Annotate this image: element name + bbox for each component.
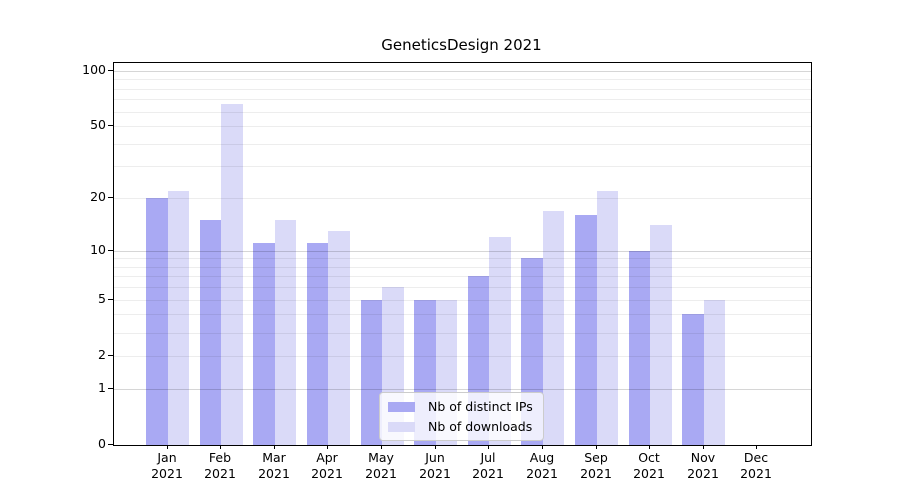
- x-tick-label-nov: Nov 2021: [687, 450, 719, 481]
- x-tick-mark: [220, 445, 221, 449]
- x-tick-mark: [488, 445, 489, 449]
- gridline-y10: [114, 251, 811, 252]
- y-tick-label: 10: [90, 242, 106, 257]
- gridline-y5: [114, 300, 811, 301]
- x-tick-mark: [274, 445, 275, 449]
- gridline-y60: [114, 112, 811, 113]
- bar-ips-sep: [575, 215, 597, 445]
- gridline-y20: [114, 198, 811, 199]
- gridline-y90: [114, 79, 811, 80]
- y-tick-label: 1: [98, 380, 106, 395]
- legend: Nb of distinct IPs Nb of downloads: [379, 392, 544, 441]
- x-tick-label-jan: Jan 2021: [151, 450, 183, 481]
- bar-downloads-sep: [596, 190, 618, 445]
- legend-label-downloads: Nb of downloads: [428, 419, 533, 434]
- chart-title: GeneticsDesign 2021: [381, 36, 542, 54]
- y-tick-label: 2: [98, 347, 106, 362]
- x-tick-mark: [435, 445, 436, 449]
- bar-ips-may: [360, 299, 383, 445]
- y-tick-mark: [108, 299, 113, 300]
- gridline-y100: [114, 71, 811, 72]
- gridline-y50: [114, 126, 811, 127]
- y-tick-mark: [108, 444, 113, 445]
- gridline-y1: [114, 389, 811, 390]
- bar-ips-apr: [307, 243, 329, 445]
- y-tick-label: 50: [90, 117, 106, 132]
- x-tick-mark: [327, 445, 328, 449]
- x-tick-label-feb: Feb 2021: [204, 450, 236, 481]
- y-tick-mark: [108, 70, 113, 71]
- y-tick-mark: [108, 250, 113, 251]
- x-tick-label-jul: Jul 2021: [472, 450, 504, 481]
- x-tick-label-jun: Jun 2021: [419, 450, 451, 481]
- y-tick-label: 20: [90, 189, 106, 204]
- x-tick-label-mar: Mar 2021: [258, 450, 290, 481]
- gridline-y7: [114, 276, 811, 277]
- x-tick-mark: [381, 445, 382, 449]
- bar-downloads-apr: [328, 230, 350, 445]
- gridline-y40: [114, 144, 811, 145]
- gridline-y80: [114, 89, 811, 90]
- legend-item-distinct-ips: Nb of distinct IPs: [388, 399, 533, 414]
- legend-swatch-distinct-ips-icon: [388, 401, 415, 412]
- y-tick-mark: [108, 197, 113, 198]
- x-tick-mark: [542, 445, 543, 449]
- y-tick-label: 5: [98, 291, 106, 306]
- bar-downloads-mar: [274, 220, 297, 445]
- bar-ips-nov: [682, 314, 704, 445]
- x-tick-mark: [649, 445, 650, 449]
- gridline-y8: [114, 267, 811, 268]
- gridline-y2: [114, 356, 811, 357]
- x-tick-mark: [167, 445, 168, 449]
- x-tick-label-may: May 2021: [365, 450, 397, 481]
- bar-ips-oct: [628, 250, 651, 445]
- bar-ips-feb: [199, 220, 222, 445]
- x-tick-mark: [756, 445, 757, 449]
- y-tick-label: 100: [82, 62, 106, 77]
- bar-downloads-nov: [703, 299, 726, 445]
- gridline-y70: [114, 99, 811, 100]
- y-tick-mark: [108, 125, 113, 126]
- x-tick-label-sep: Sep 2021: [580, 450, 612, 481]
- bar-downloads-aug: [542, 210, 565, 445]
- gridline-y4: [114, 314, 811, 315]
- y-tick-mark: [108, 388, 113, 389]
- x-tick-label-aug: Aug 2021: [526, 450, 558, 481]
- x-tick-mark: [703, 445, 704, 449]
- gridline-y6: [114, 287, 811, 288]
- gridline-y9: [114, 258, 811, 259]
- x-tick-mark: [596, 445, 597, 449]
- x-tick-label-apr: Apr 2021: [311, 450, 343, 481]
- x-tick-label-dec: Dec 2021: [740, 450, 772, 481]
- bar-ips-mar: [253, 243, 275, 445]
- y-tick-label: 0: [98, 436, 106, 451]
- gridline-y30: [114, 166, 811, 167]
- legend-item-downloads: Nb of downloads: [388, 419, 533, 434]
- x-tick-label-oct: Oct 2021: [633, 450, 665, 481]
- bar-downloads-feb: [221, 103, 243, 445]
- gridline-y3: [114, 333, 811, 334]
- bar-downloads-oct: [650, 225, 672, 445]
- y-tick-mark: [108, 355, 113, 356]
- bar-ips-jan: [146, 198, 168, 445]
- legend-swatch-downloads-icon: [388, 421, 415, 432]
- legend-label-distinct-ips: Nb of distinct IPs: [428, 399, 533, 414]
- plot-area: [113, 62, 812, 446]
- grid-layer: [114, 63, 811, 445]
- bar-downloads-jan: [167, 190, 190, 445]
